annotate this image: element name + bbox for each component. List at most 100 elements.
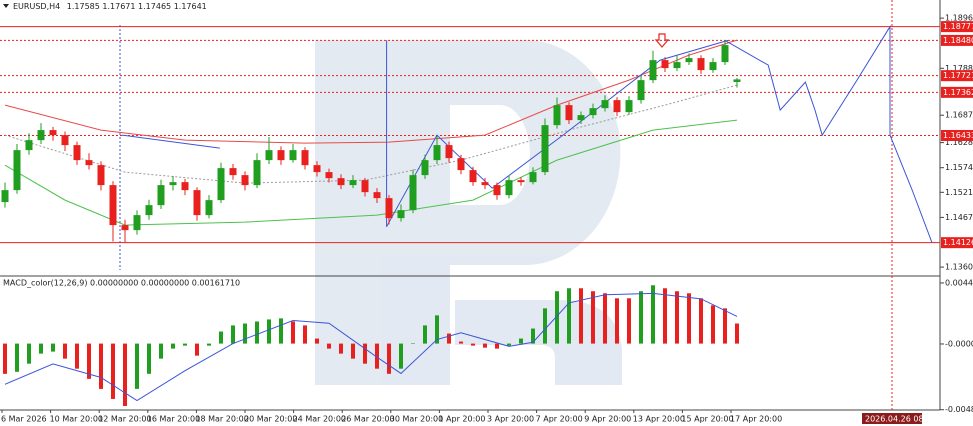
level-box bbox=[941, 21, 973, 33]
candle-body bbox=[73, 145, 81, 161]
candle-body bbox=[313, 165, 321, 173]
level-box bbox=[941, 34, 973, 46]
x-tick-label: 13 Apr 20:00 bbox=[633, 415, 685, 424]
x-tick-label: 6 Mar 2026 bbox=[1, 415, 47, 424]
x-tick-label: 24 Mar 20:00 bbox=[293, 415, 346, 424]
candle-body bbox=[577, 115, 585, 121]
histogram-bar bbox=[267, 319, 271, 344]
histogram-bar bbox=[471, 343, 475, 346]
indicator-line bbox=[386, 39, 729, 227]
symbol: EURUSD,H4 bbox=[13, 2, 60, 11]
histogram-bar bbox=[579, 288, 583, 344]
histogram-bar bbox=[723, 308, 727, 344]
histogram-bar bbox=[15, 343, 19, 372]
candle-body bbox=[637, 80, 645, 101]
x-tick-label: 10 Mar 20:00 bbox=[50, 415, 103, 424]
candle-body bbox=[481, 182, 489, 186]
histogram-bar bbox=[387, 343, 391, 374]
histogram-bar bbox=[459, 341, 463, 344]
histogram-bar bbox=[363, 343, 367, 364]
histogram-bar bbox=[327, 343, 331, 349]
level-label: 1.18480 bbox=[943, 36, 973, 45]
histogram-bar bbox=[75, 343, 79, 369]
candle-body bbox=[169, 182, 177, 186]
histogram-bar bbox=[99, 343, 103, 389]
histogram-bar bbox=[255, 321, 259, 344]
candle-body bbox=[337, 178, 345, 186]
histogram-bar bbox=[219, 331, 223, 344]
histogram-bar bbox=[63, 343, 67, 359]
level-box bbox=[941, 130, 973, 142]
candle-body bbox=[529, 172, 537, 183]
candle-body bbox=[49, 130, 57, 136]
candle-body bbox=[733, 79, 741, 82]
candle-body bbox=[217, 168, 225, 201]
histogram-bar bbox=[315, 338, 319, 344]
candle-body bbox=[121, 225, 129, 231]
candle-body bbox=[457, 158, 465, 171]
histogram-bar bbox=[39, 343, 43, 354]
candle-body bbox=[361, 180, 369, 193]
candle-body bbox=[85, 160, 93, 166]
candle-body bbox=[565, 105, 573, 121]
y-tick-label: 1.18960 bbox=[945, 14, 973, 23]
x-tick-label: 18 Mar 20:00 bbox=[195, 415, 248, 424]
histogram-bar bbox=[147, 343, 151, 374]
level-label: 1.18777 bbox=[943, 22, 973, 31]
macd-title: MACD_color(12,26,9) 0.00000000 0.0000000… bbox=[3, 279, 240, 288]
y-tick-label: 1.14670 bbox=[945, 213, 973, 222]
candle-body bbox=[541, 125, 549, 173]
candle-body bbox=[145, 205, 153, 216]
candle-body bbox=[289, 150, 297, 161]
indicator-line bbox=[4, 84, 738, 184]
x-tick-label: 9 Apr 20:00 bbox=[584, 415, 631, 424]
histogram-bar bbox=[603, 293, 607, 344]
x-tick-label: 12 Mar 20:00 bbox=[98, 415, 151, 424]
candle-body bbox=[421, 160, 429, 176]
candle-body bbox=[625, 100, 633, 113]
x-tick-label: 17 Apr 20:00 bbox=[730, 415, 782, 424]
candle-body bbox=[241, 175, 249, 186]
candle-body bbox=[469, 170, 477, 183]
candle-body bbox=[709, 62, 717, 71]
histogram-bar bbox=[207, 343, 211, 346]
histogram-bar bbox=[303, 325, 307, 344]
close: 1.17641 bbox=[174, 2, 207, 11]
histogram-bar bbox=[735, 323, 739, 344]
indicator-line bbox=[724, 24, 933, 243]
candle-body bbox=[205, 200, 213, 216]
level-label: 1.14126 bbox=[943, 238, 973, 247]
histogram-bar bbox=[243, 323, 247, 344]
candle-body bbox=[97, 165, 105, 186]
candle-body bbox=[721, 45, 729, 63]
level-label: 1.17362 bbox=[943, 88, 973, 97]
histogram-bar bbox=[231, 325, 235, 344]
candle-body bbox=[445, 145, 453, 159]
candle-body bbox=[685, 58, 693, 63]
histogram-bar bbox=[435, 315, 439, 344]
x-tick-label: 26 Mar 20:00 bbox=[341, 415, 394, 424]
y-tick-label: -0.000028 bbox=[945, 339, 973, 348]
x-tick-label: 1 Apr 20:00 bbox=[438, 415, 485, 424]
y-tick-label: 1.17880 bbox=[945, 64, 973, 73]
x-tick-label: 7 Apr 20:00 bbox=[536, 415, 583, 424]
histogram-bar bbox=[399, 343, 403, 369]
level-box bbox=[941, 237, 973, 249]
y-tick-label: 1.16280 bbox=[945, 138, 973, 147]
indicator-line bbox=[4, 119, 738, 226]
candle-body bbox=[373, 192, 381, 199]
indicator-line bbox=[121, 134, 220, 149]
x-tick-label: 16 Mar 20:00 bbox=[147, 415, 200, 424]
candle-body bbox=[517, 180, 525, 183]
candle-body bbox=[157, 185, 165, 206]
level-label: 1.16433 bbox=[943, 131, 973, 140]
histogram-bar bbox=[291, 321, 295, 344]
histogram-bar bbox=[615, 298, 619, 344]
histogram-bar bbox=[411, 343, 415, 344]
candle-body bbox=[397, 210, 405, 219]
histogram-bar bbox=[159, 343, 163, 359]
level-box bbox=[941, 70, 973, 82]
x-tick-label: 15 Apr 20:00 bbox=[681, 415, 733, 424]
histogram-bar bbox=[531, 328, 535, 344]
